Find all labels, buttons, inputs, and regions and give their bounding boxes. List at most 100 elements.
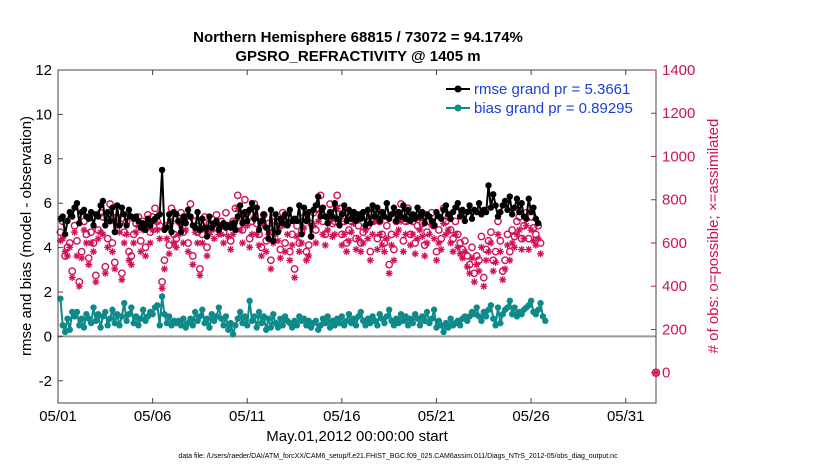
obs-assimilated-stroke (388, 242, 395, 249)
rmse-point (393, 217, 400, 225)
bias-point (232, 322, 239, 329)
obs-assimilated-point (518, 245, 526, 253)
obs-assimilated-point (494, 230, 502, 238)
obs-assimilated-stroke (424, 240, 430, 246)
bias-point (90, 304, 97, 311)
obs-assimilated-point (418, 233, 426, 240)
obs-possible-point (333, 191, 342, 200)
obs-assimilated-point (160, 265, 168, 273)
obs-assimilated-point (423, 239, 431, 247)
obs-assimilated-stroke (374, 246, 381, 253)
obs-possible-point (531, 230, 540, 239)
rmse-point (156, 211, 163, 218)
obs-assimilated-stroke (92, 278, 99, 285)
obs-possible-point (188, 252, 197, 260)
obs-assimilated-stroke (267, 265, 274, 272)
bias-point (253, 324, 260, 331)
obs-assimilated-stroke (362, 227, 369, 233)
obs-assimilated-stroke (485, 248, 492, 255)
rmse-point (106, 217, 114, 225)
rmse-point (184, 206, 192, 214)
obs-assimilated-stroke (126, 257, 132, 264)
obs-assimilated-point (89, 248, 97, 256)
obs-assimilated-stroke (291, 274, 298, 281)
obs-assimilated-stroke (345, 237, 352, 244)
bias-point (385, 306, 393, 313)
bias-point (206, 324, 213, 331)
obs-assimilated-stroke (383, 235, 390, 242)
rmse-point (338, 211, 346, 218)
rmse-point (442, 202, 450, 209)
y-tick-label-left: 10 (35, 106, 52, 123)
obs-assimilated-point (482, 256, 490, 264)
rmse-point (286, 206, 294, 214)
x-tick-label: 05/06 (134, 408, 172, 425)
bias-point (478, 317, 485, 325)
obs-assimilated-stroke (85, 261, 92, 268)
x-tick-label: 05/01 (39, 408, 77, 425)
bias-point (229, 330, 237, 338)
obs-assimilated-stroke (513, 231, 520, 238)
rmse-point (516, 208, 523, 216)
obs-assimilated-stroke (111, 265, 118, 272)
obs-assimilated-stroke (180, 240, 187, 246)
obs-possible-point (382, 221, 391, 230)
obs-possible-point (87, 228, 96, 237)
end-marker-stroke (652, 369, 660, 377)
obs-assimilated-point (475, 267, 483, 275)
rmse-point (116, 222, 123, 229)
bias-point (123, 317, 130, 325)
obs-assimilated-point (319, 230, 327, 238)
obs-assimilated-point (402, 230, 410, 238)
bias-point (374, 322, 381, 329)
obs-assimilated-point (470, 278, 478, 286)
obs-assimilated-stroke (263, 248, 270, 255)
obs-assimilated-stroke (322, 242, 329, 249)
y-tick-label-left: 6 (44, 195, 52, 212)
rmse-point (312, 202, 320, 209)
bias-point (423, 308, 431, 316)
obs-assimilated-point (421, 252, 429, 260)
y-tick-label-right: 200 (662, 321, 687, 338)
bias-point (447, 315, 454, 322)
obs-assimilated-point (347, 228, 355, 236)
obs-assimilated-stroke (492, 259, 499, 266)
obs-assimilated-stroke (137, 248, 144, 255)
obs-assimilated-stroke (196, 272, 203, 279)
obs-assimilated-point (156, 235, 164, 243)
legend: rmse grand pr = 5.3661 bias grand pr = 0… (441, 78, 651, 120)
obs-assimilated-stroke (532, 242, 539, 249)
bias-point (109, 306, 116, 313)
bias-point (78, 315, 85, 322)
rmse-point (270, 237, 277, 245)
bias-point (381, 319, 388, 327)
bias-point (118, 313, 126, 320)
rmse-point (447, 215, 454, 222)
obs-assimilated-point (357, 248, 365, 256)
obs-assimilated-point (388, 241, 396, 249)
obs-assimilated-point (444, 226, 452, 234)
obs-assimilated-point (101, 269, 109, 277)
obs-assimilated-stroke (237, 227, 244, 233)
obs-assimilated-stroke (407, 242, 414, 249)
obs-assimilated-point (461, 248, 469, 256)
obs-assimilated-stroke (398, 218, 404, 225)
rmse-point (281, 211, 289, 218)
bias-point (156, 322, 163, 329)
obs-assimilated-stroke (419, 233, 426, 240)
obs-possible-point (390, 245, 398, 254)
obs-possible-point (437, 234, 446, 243)
rmse-point (468, 215, 476, 222)
obs-possible-point (151, 204, 159, 213)
obs-assimilated-point (411, 250, 419, 258)
obs-assimilated-stroke (95, 235, 102, 242)
obs-assimilated-point (376, 230, 384, 238)
rmse-point (125, 206, 133, 214)
obs-assimilated-stroke (258, 253, 265, 259)
obs-assimilated-point (499, 276, 507, 284)
obs-assimilated-point (463, 263, 471, 271)
obs-possible-point (449, 234, 457, 243)
obs-assimilated-stroke (431, 235, 438, 242)
series-layer (56, 166, 549, 338)
rmse-point (68, 213, 76, 220)
